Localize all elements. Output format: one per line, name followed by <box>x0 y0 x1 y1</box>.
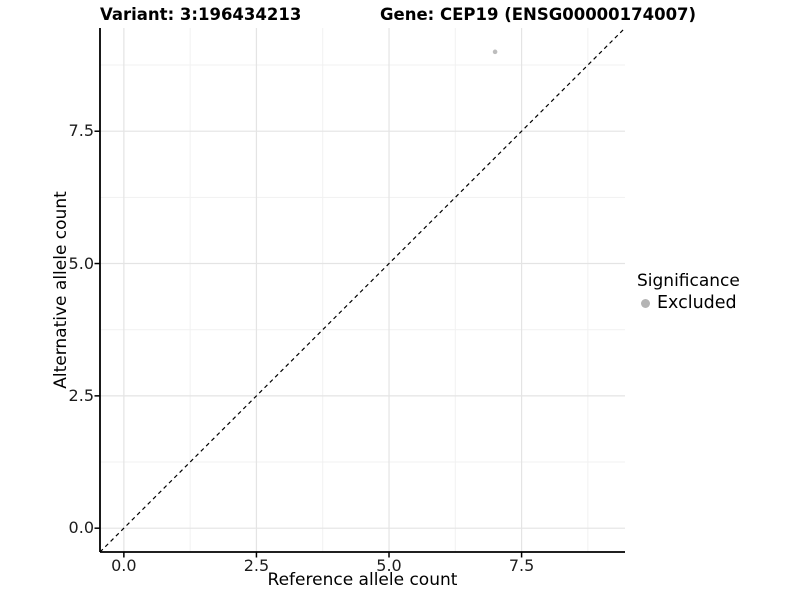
y-tick-label: 7.5 <box>68 121 94 141</box>
plot-panel <box>94 28 626 558</box>
plot-title-gene: Gene: CEP19 (ENSG00000174007) <box>380 5 697 24</box>
x-tick-label: 5.0 <box>376 556 402 575</box>
y-tick-label: 5.0 <box>68 253 94 273</box>
x-tick-label: 0.0 <box>111 556 137 575</box>
x-axis-title: Reference allele count <box>267 570 458 590</box>
legend-entry-label: Excluded <box>657 293 737 313</box>
identity-line <box>99 28 626 553</box>
y-tick-label: 0.0 <box>68 518 94 538</box>
data-point <box>492 49 498 55</box>
plot-title-variant: Variant: 3:196434213 <box>100 5 302 24</box>
y-axis-title: Alternative allele count <box>51 191 71 389</box>
legend-title: Significance <box>637 271 740 291</box>
x-tick-label: 7.5 <box>508 556 535 575</box>
legend-entry-excluded: Excluded <box>641 293 740 313</box>
y-tick-label: 2.5 <box>68 385 94 405</box>
legend-point-icon <box>641 298 650 308</box>
legend: Significance Excluded <box>637 271 740 313</box>
x-tick-label: 2.5 <box>243 556 270 575</box>
